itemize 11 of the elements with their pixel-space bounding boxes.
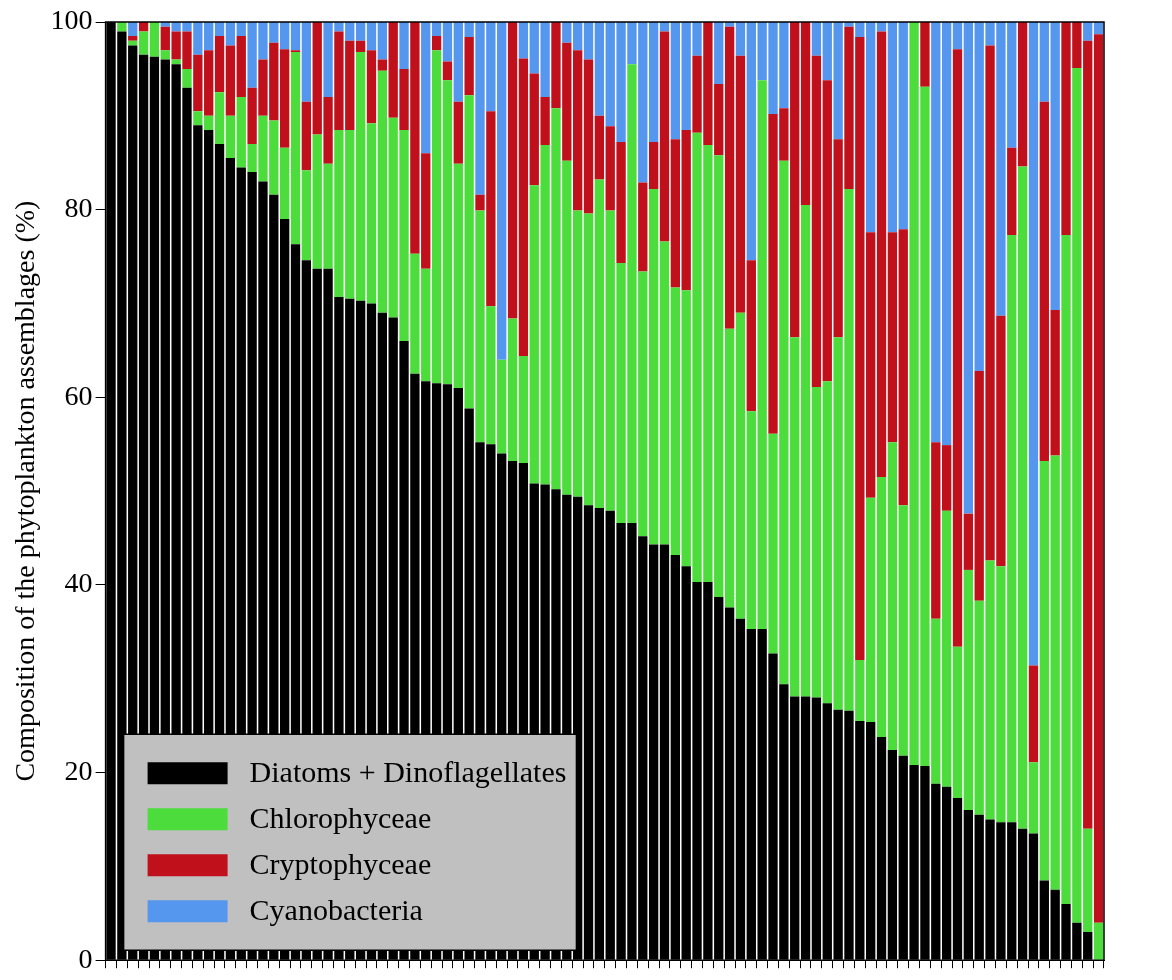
- legend-label: Diatoms + Dinoflagellates: [249, 755, 567, 789]
- legend-label: Cryptophyceae: [249, 847, 432, 881]
- y-tick-label: 40: [64, 567, 93, 599]
- y-axis-title: Composition of the phytoplankton assemblages (%): [9, 200, 41, 782]
- legend-label: Cyanobacteria: [249, 893, 423, 927]
- legend-label: Chlorophyceae: [249, 801, 432, 835]
- y-tick-label: 20: [64, 754, 93, 786]
- y-tick-label: 100: [50, 4, 93, 36]
- y-tick-label: 80: [64, 192, 93, 223]
- y-tick-label: 0: [78, 942, 93, 974]
- y-tick-label: 60: [64, 379, 93, 411]
